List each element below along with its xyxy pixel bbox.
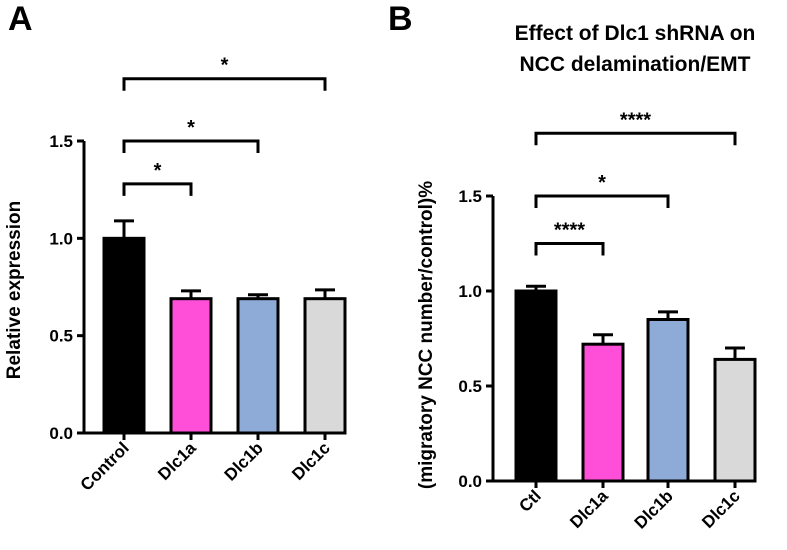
chart-a-significance-label: * <box>154 160 162 182</box>
chart-b-significance-bracket <box>534 194 670 208</box>
chart-a-significance-bracket <box>122 139 260 153</box>
chart-b-significance-bracket <box>534 131 737 146</box>
chart-a-significance-bracket <box>122 77 327 91</box>
chart-a-ytick-label: 1.0 <box>49 229 73 248</box>
chart-a-ytick-label: 1.5 <box>49 132 73 151</box>
chart-b-ytick-label: 1.5 <box>458 187 482 206</box>
chart-a-ytick-label: 0.0 <box>49 424 73 443</box>
chart-a-ytick-label: 0.5 <box>49 327 73 346</box>
chart-a: 0.0 0.5 1.0 1.5 Control Dlc1a Dlc1b Dlc1c * * * <box>49 55 347 495</box>
chart-b-bar-dlc1c <box>713 357 757 483</box>
chart-b-title-line-1: Effect of Dlc1 shRNA on <box>515 22 756 45</box>
chart-b-ytick-label: 0.0 <box>458 472 482 491</box>
chart-b-category-label: Dlc1b <box>631 486 677 532</box>
chart-b-ytick-label: 0.5 <box>458 377 482 396</box>
chart-a-significance-bracket <box>122 182 193 196</box>
chart-b-significance-bracket <box>534 242 605 256</box>
chart-b-bar-dlc1b <box>646 318 690 483</box>
chart-a-significance-label: * <box>221 55 229 77</box>
chart-b-category-label: Dlc1c <box>698 486 744 532</box>
chart-b-significance-label: * <box>598 172 606 194</box>
chart-a-category-label: Control <box>77 438 133 494</box>
chart-a-ylabel: Relative expression <box>4 201 25 379</box>
chart-b-bar-dlc1a <box>581 342 625 483</box>
chart-b-title-line-2: NCC delamination/EMT <box>519 53 750 76</box>
chart-a-bar-dlc1a <box>169 297 213 435</box>
chart-b-category-label: Dlc1a <box>566 486 612 532</box>
chart-a-category-label: Dlc1c <box>288 438 334 484</box>
chart-a-bar-dlc1c <box>303 297 347 435</box>
chart-b-ytick-label: 1.0 <box>458 282 482 301</box>
chart-a-category-label: Dlc1b <box>221 438 267 484</box>
chart-b-significance-label: **** <box>620 109 651 131</box>
chart-b-category-label: Ctl <box>515 486 544 515</box>
panel-b-label: B <box>388 0 413 38</box>
chart-b-significance-label: **** <box>554 220 585 242</box>
chart-a-significance-label: * <box>187 117 195 139</box>
chart-a-bar-control <box>102 236 146 435</box>
chart-a-bar-dlc1b <box>236 297 280 435</box>
chart-b-bar-ctl <box>514 289 558 483</box>
panel-a-label: A <box>8 0 33 38</box>
chart-b-ylabel: (migratory NCC number/control)% <box>416 181 437 489</box>
chart-a-category-label: Dlc1a <box>154 438 200 484</box>
